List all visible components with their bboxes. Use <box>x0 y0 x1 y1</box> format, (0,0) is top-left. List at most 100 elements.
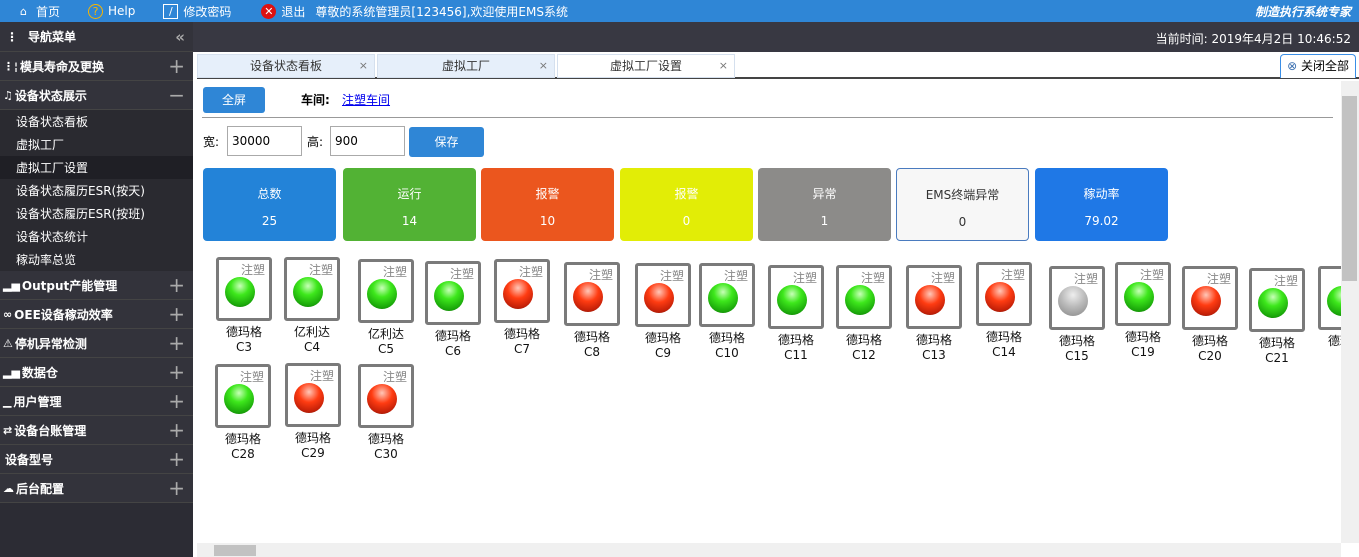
machine-C10[interactable]: 注塑 德玛格 C10 <box>699 263 755 361</box>
bar-chart-icon: ▂▅ <box>3 278 20 292</box>
content-area: 全屏 车间: 注塑车间 宽: 高: 保存 总数 25 运行 14 报警 10 报警 0 异常 1 E… <box>197 81 1341 543</box>
stat-label: 运行 <box>397 187 422 201</box>
tab-virtual-factory-settings[interactable]: 虚拟工厂设置 × <box>557 54 735 78</box>
plus-icon[interactable]: + <box>168 360 185 384</box>
minus-icon[interactable]: − <box>168 83 185 107</box>
horizontal-scrollbar[interactable] <box>197 543 1341 557</box>
machine-C12[interactable]: 注塑 德玛格 C12 <box>836 265 892 363</box>
machine-C30[interactable]: 注塑 德玛格 C30 <box>358 364 414 462</box>
machine-code: C30 <box>374 447 398 461</box>
machine-C11[interactable]: 注塑 德玛格 C11 <box>768 265 824 363</box>
help-link[interactable]: ? Help <box>88 3 135 19</box>
machine-type: 注塑 <box>1273 274 1298 288</box>
plus-icon[interactable]: + <box>168 476 185 500</box>
plus-icon[interactable]: + <box>168 418 185 442</box>
sidebar-group[interactable]: ▂▅ Output产能管理 + <box>0 271 193 300</box>
height-input[interactable] <box>330 126 405 156</box>
top-bar: ⌂ 首页 ? Help / 修改密码 ✕ 退出 尊敬的系统管理员[123456],欢迎使… <box>0 0 1359 22</box>
status-light-icon <box>644 283 674 313</box>
close-icon: ✕ <box>261 3 277 19</box>
machine-C5[interactable]: 注塑 亿利达 C5 <box>358 259 414 357</box>
home-link[interactable]: ⌂ 首页 <box>16 3 60 20</box>
sidebar-group[interactable]: ∞ OEE设备稼动效率 + <box>0 300 193 329</box>
machine-name: 德玛格 <box>1327 334 1341 348</box>
machine-type: 注塑 <box>449 267 474 281</box>
machine-type: 注塑 <box>382 265 407 279</box>
machine-C14[interactable]: 注塑 德玛格 C14 <box>976 262 1032 360</box>
height-label: 高: <box>307 135 324 149</box>
machine-type: 注塑 <box>1000 268 1025 282</box>
machine-C9[interactable]: 注塑 德玛格 C9 <box>635 263 691 361</box>
sidebar-item[interactable]: 虚拟工厂 <box>0 133 193 156</box>
fullscreen-button[interactable]: 全屏 <box>203 87 265 113</box>
machine-C20[interactable]: 注塑 德玛格 C20 <box>1182 266 1238 364</box>
sidebar-group[interactable]: ♫ 设备状态展示 − <box>0 81 193 110</box>
logout-link[interactable]: ✕ 退出 <box>261 3 305 20</box>
machine-C4[interactable]: 注塑 亿利达 C4 <box>284 257 340 355</box>
machine-name: 德玛格 <box>224 432 261 446</box>
close-tab-icon[interactable]: × <box>718 59 728 72</box>
machine-type: 注塑 <box>723 269 748 283</box>
plus-icon[interactable]: + <box>168 54 185 78</box>
machine-box: 注塑 <box>564 262 620 326</box>
machine-code: C11 <box>784 348 808 362</box>
machine-name: 德玛格 <box>1191 334 1228 348</box>
machine-C8[interactable]: 注塑 德玛格 C8 <box>564 262 620 360</box>
status-light-icon <box>1191 286 1221 316</box>
plus-icon[interactable]: + <box>168 447 185 471</box>
sidebar-group[interactable]: ⋮¦ 模具寿命及更换 + <box>0 52 193 81</box>
status-light-icon <box>224 384 254 414</box>
machine-C3[interactable]: 注塑 德玛格 C3 <box>216 257 272 355</box>
machine-C6[interactable]: 注塑 德玛格 C6 <box>425 261 481 359</box>
machine-C21[interactable]: 注塑 德玛格 C21 <box>1249 268 1305 366</box>
sidebar-item[interactable]: 设备状态看板 <box>0 110 193 133</box>
plus-icon[interactable]: + <box>168 273 185 297</box>
machine-code: C6 <box>444 344 461 358</box>
vertical-scroll-thumb[interactable] <box>1342 96 1357 281</box>
machine-box: 注塑 <box>358 259 414 323</box>
machine-C28[interactable]: 注塑 德玛格 C28 <box>215 364 271 462</box>
machine-box: 注塑 <box>1115 262 1171 326</box>
plus-icon[interactable]: + <box>168 389 185 413</box>
sidebar-item[interactable]: 设备状态统计 <box>0 225 193 248</box>
sidebar-item[interactable]: 稼动率总览 <box>0 248 193 271</box>
machine-type: 注塑 <box>308 263 333 277</box>
plus-icon[interactable]: + <box>168 302 185 326</box>
tab-virtual-factory[interactable]: 虚拟工厂 × <box>377 54 555 78</box>
sidebar-item[interactable]: 设备状态履历ESR(按天) <box>0 179 193 202</box>
collapse-icon[interactable]: « <box>175 27 185 46</box>
plus-icon[interactable]: + <box>168 331 185 355</box>
save-button[interactable]: 保存 <box>409 127 484 157</box>
close-tab-icon[interactable]: × <box>358 59 368 72</box>
sidebar-group[interactable]: ▁ 用户管理 + <box>0 387 193 416</box>
welcome-text: 尊敬的系统管理员[123456],欢迎使用EMS系统 <box>315 4 568 19</box>
machine-C13[interactable]: 注塑 德玛格 C13 <box>906 265 962 363</box>
machine-C7[interactable]: 注塑 德玛格 C7 <box>494 259 550 357</box>
close-tab-icon[interactable]: × <box>538 59 548 72</box>
machine-code: C13 <box>922 348 946 362</box>
sidebar-item[interactable]: 设备状态履历ESR(按班) <box>0 202 193 225</box>
machine-C19[interactable]: 注塑 德玛格 C19 <box>1115 262 1171 360</box>
status-light-icon <box>1258 288 1288 318</box>
workshop-link[interactable]: 注塑车间 <box>342 93 391 107</box>
sidebar-group[interactable]: ▂▅ 数据仓 + <box>0 358 193 387</box>
sidebar-group[interactable]: ☁ 后台配置 + <box>0 474 193 503</box>
close-all-button[interactable]: ⊗ 关闭全部 <box>1280 54 1356 78</box>
machine-box: 注塑 <box>906 265 962 329</box>
sidebar-item[interactable]: 虚拟工厂设置 <box>0 156 193 179</box>
machine-name: 德玛格 <box>1258 336 1295 350</box>
sidebar-group[interactable]: ⚠ 停机异常检测 + <box>0 329 193 358</box>
tab-device-status-board[interactable]: 设备状态看板 × <box>197 54 375 78</box>
edit-icon: / <box>163 3 179 19</box>
sidebar-group[interactable]: 设备型号 + <box>0 445 193 474</box>
machine-name: 德玛格 <box>225 325 262 339</box>
horizontal-scroll-thumb[interactable] <box>214 545 256 556</box>
machine-box: 注塑 <box>976 262 1032 326</box>
width-label: 宽: <box>203 135 220 149</box>
sidebar-group[interactable]: ⇄ 设备台账管理 + <box>0 416 193 445</box>
machine-C15[interactable]: 注塑 德玛格 C15 <box>1049 266 1105 364</box>
change-password-link[interactable]: / 修改密码 <box>163 3 231 20</box>
machine-C29[interactable]: 注塑 德玛格 C29 <box>285 363 341 461</box>
width-input[interactable] <box>227 126 302 156</box>
